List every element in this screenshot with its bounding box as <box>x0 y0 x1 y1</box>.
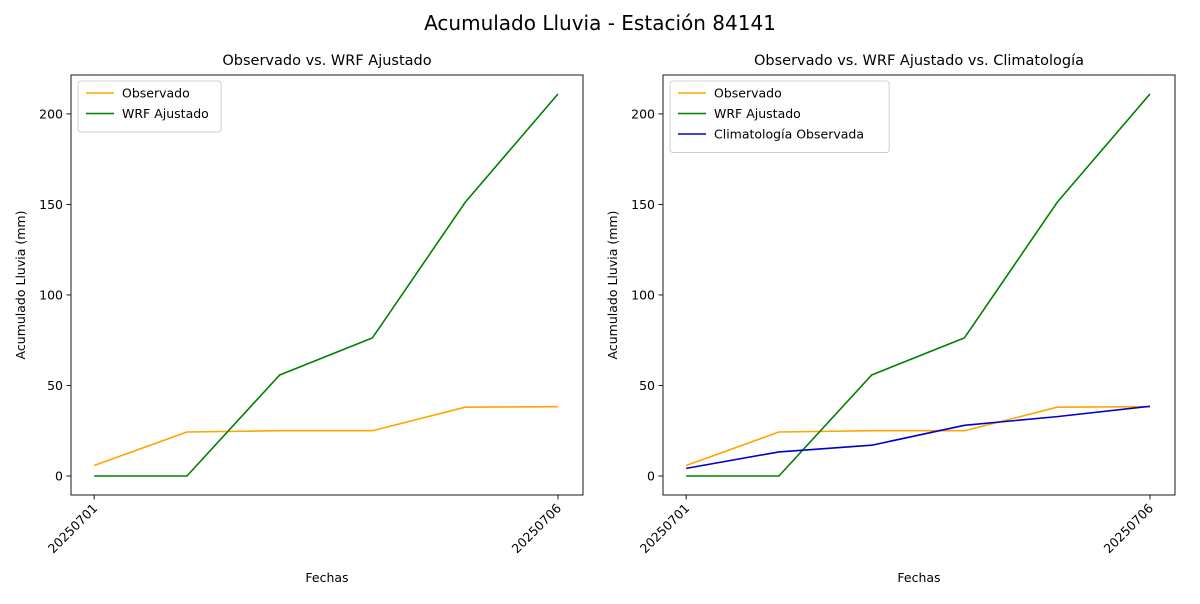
axes-frame <box>662 74 1176 496</box>
y-tick-label: 0 <box>647 468 655 483</box>
chart-axes-2: Observado vs. WRF Ajustado vs. Climatolo… <box>605 53 1176 585</box>
x-axis-label: Fechas <box>897 570 940 585</box>
legend-label: Observado <box>714 86 782 101</box>
y-axis-label: Acumulado Lluvia (mm) <box>605 211 620 360</box>
x-tick-label: 20250701 <box>45 501 101 557</box>
chart-title: Observado vs. WRF Ajustado vs. Climatolo… <box>754 53 1084 69</box>
figure-suptitle: Acumulado Lluvia - Estación 84141 <box>424 11 776 35</box>
series-line-3 <box>686 405 1151 470</box>
legend-label: Climatología Observada <box>714 127 864 142</box>
y-tick-label: 100 <box>631 287 655 302</box>
series-line-2 <box>686 93 1151 477</box>
legend-label: WRF Ajustado <box>714 106 801 121</box>
series-line-1 <box>93 405 558 467</box>
legend: Observado WRF Ajustado Climatología Observ… <box>669 80 890 153</box>
y-tick-label: 0 <box>55 468 63 483</box>
y-tick-label: 150 <box>39 197 63 212</box>
y-axis-label: Acumulado Lluvia (mm) <box>13 211 28 360</box>
axes-frame <box>70 74 584 496</box>
legend-label: Observado <box>122 86 190 101</box>
y-tick-label: 200 <box>39 106 63 121</box>
x-tick-label: 20250706 <box>1100 500 1156 556</box>
x-axis-label: Fechas <box>305 570 348 585</box>
y-tick-label: 150 <box>631 197 655 212</box>
y-tick-label: 50 <box>639 378 655 393</box>
x-tick-label: 20250701 <box>637 501 693 557</box>
y-tick-label: 100 <box>39 287 63 302</box>
legend-box <box>669 80 890 153</box>
y-tick-label: 200 <box>631 106 655 121</box>
y-tick-label: 50 <box>47 378 63 393</box>
series-line-1 <box>685 405 1150 467</box>
chart-axes-1: Observado vs. WRF Ajustado 0 50 100 150 200 20… <box>13 53 584 585</box>
legend: Observado WRF Ajustado <box>77 80 222 133</box>
chart-title: Observado vs. WRF Ajustado <box>222 53 431 69</box>
x-tick-label: 20250706 <box>508 500 564 556</box>
series-line-2 <box>94 93 559 477</box>
legend-label: WRF Ajustado <box>122 106 209 121</box>
